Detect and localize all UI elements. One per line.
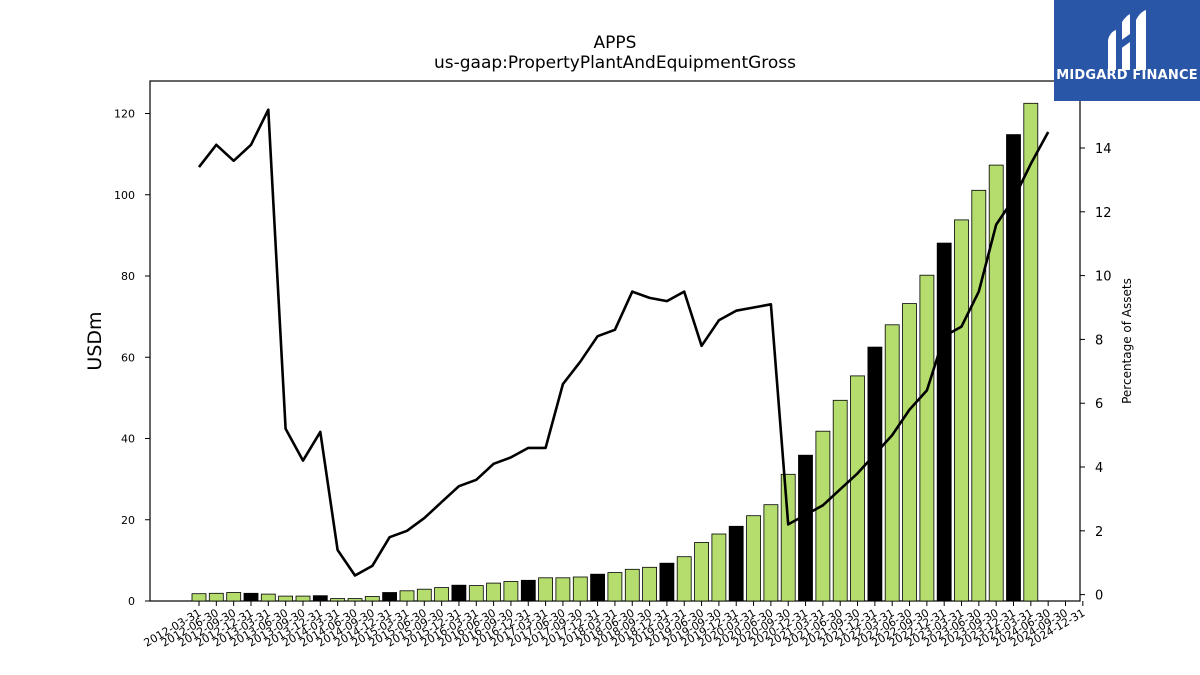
bar <box>728 525 744 602</box>
bar <box>208 592 224 602</box>
bar <box>347 598 363 602</box>
bar <box>226 592 242 602</box>
bar <box>746 515 761 602</box>
chart-title: APPS <box>593 33 637 53</box>
y2-tick-label: 2 <box>1095 525 1103 540</box>
chart-subtitle: us-gaap:PropertyPlantAndEquipmentGross <box>433 53 797 73</box>
bar <box>555 577 571 602</box>
logo-icon <box>1108 10 1146 70</box>
bar <box>607 572 623 602</box>
brand-logo: MIDGARD FINANCE <box>1054 0 1200 101</box>
bar <box>243 592 259 602</box>
bar <box>850 375 865 602</box>
bar <box>382 592 398 602</box>
y-tick-label: 60 <box>121 351 135 364</box>
bar <box>867 346 883 602</box>
y-tick-label: 20 <box>121 514 135 527</box>
bar <box>884 324 900 602</box>
bar <box>988 164 1004 602</box>
bar <box>399 590 415 602</box>
bar <box>451 584 467 602</box>
y2-axis-label: Percentage of Assets <box>1120 278 1134 404</box>
bar <box>694 542 709 602</box>
bar <box>642 566 657 602</box>
y2-tick-label: 6 <box>1095 397 1103 412</box>
bar <box>260 593 276 602</box>
y-axis-label: USDm <box>84 311 106 370</box>
bar <box>902 303 917 602</box>
bar <box>590 573 605 602</box>
y2-tick-label: 12 <box>1095 206 1112 221</box>
bar <box>971 189 987 602</box>
bar <box>1023 102 1039 602</box>
bar <box>520 579 536 602</box>
y-tick-label: 80 <box>121 270 135 283</box>
bar <box>711 533 727 602</box>
bar <box>832 399 848 602</box>
bar <box>503 581 519 602</box>
bar <box>763 504 779 602</box>
bar <box>798 454 813 602</box>
bar <box>624 568 640 602</box>
bar <box>416 588 432 602</box>
bar <box>278 595 294 602</box>
bar <box>815 430 831 602</box>
y-tick-label: 40 <box>121 433 135 446</box>
bar <box>312 595 328 602</box>
bar <box>538 577 553 602</box>
y2-tick-label: 0 <box>1095 589 1103 604</box>
bar <box>295 595 311 602</box>
line-series <box>197 108 1050 577</box>
y2-tick-label: 10 <box>1095 270 1112 285</box>
y2-tick-label: 14 <box>1095 142 1112 157</box>
bar <box>191 593 207 602</box>
y2-tick-label: 4 <box>1095 461 1103 476</box>
bar <box>330 598 346 602</box>
logo-brand-text: MIDGARD FINANCE <box>1056 68 1198 83</box>
bar <box>434 587 450 602</box>
y-tick-label: 120 <box>114 108 135 121</box>
y-tick-label: 100 <box>114 189 135 202</box>
bar <box>364 596 380 602</box>
y2-tick-label: 8 <box>1095 333 1103 348</box>
bar <box>780 473 796 602</box>
bar <box>936 242 952 602</box>
y-tick-label: 0 <box>128 595 135 608</box>
bar <box>659 562 675 602</box>
bar <box>468 585 484 602</box>
bar <box>486 582 502 602</box>
bar <box>572 576 588 602</box>
bar <box>954 219 969 602</box>
bar <box>676 556 692 602</box>
bar <box>919 274 935 602</box>
